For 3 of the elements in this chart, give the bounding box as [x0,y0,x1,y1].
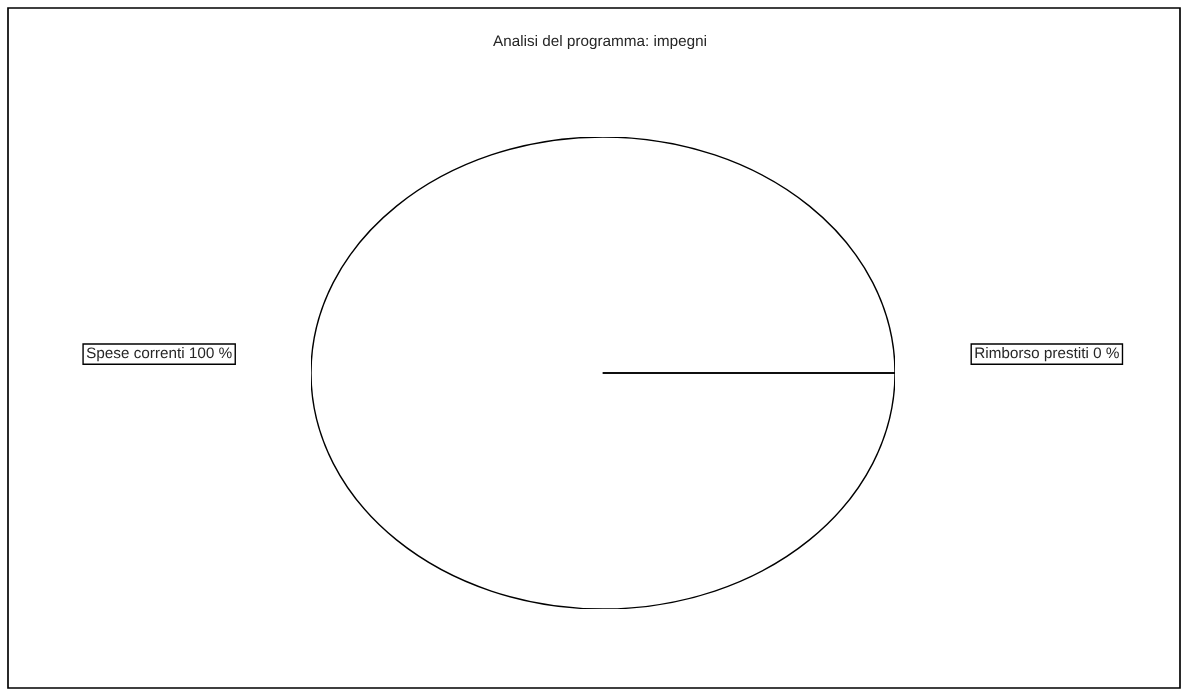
chart-title: Analisi del programma: impegni [493,34,706,50]
slice-label: Spese correnti 100 % [86,347,232,362]
category-label: Rimborso prestiti 0 % [975,347,1119,362]
